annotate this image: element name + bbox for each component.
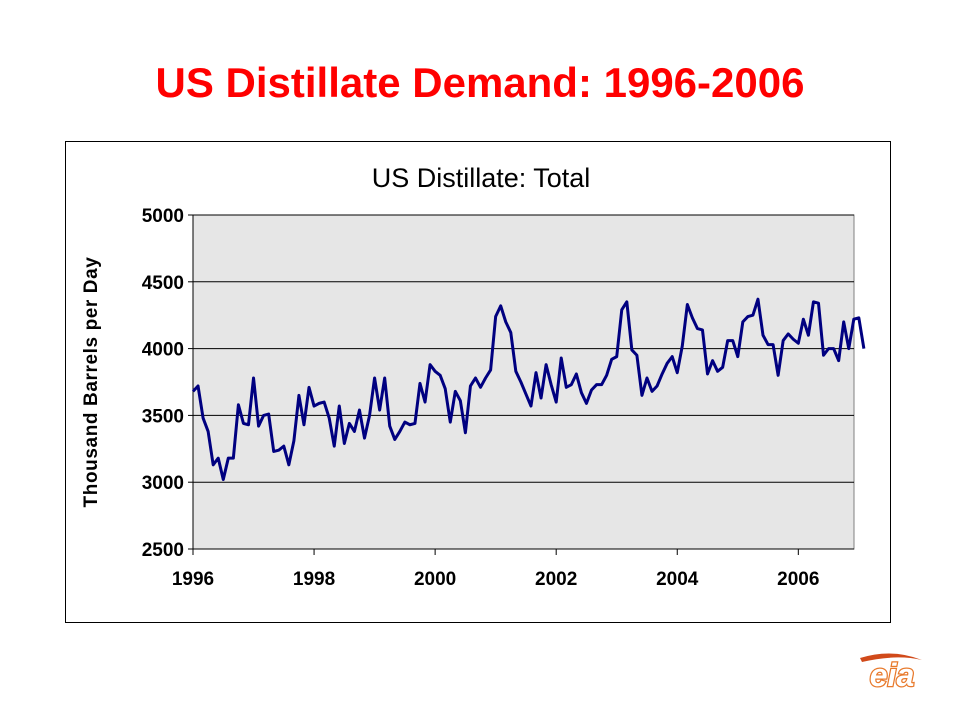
chart-title: US Distillate: Total bbox=[372, 163, 591, 193]
y-axis-label: Thousand Barrels per Day bbox=[81, 257, 102, 508]
plot-area bbox=[192, 214, 855, 550]
x-tick-label: 2004 bbox=[656, 569, 699, 590]
x-tick-label: 2002 bbox=[535, 569, 577, 590]
x-tick-label: 1998 bbox=[293, 569, 335, 590]
eia-logo: eia bbox=[860, 653, 922, 694]
x-tick-label: 2000 bbox=[414, 569, 456, 590]
x-tick-label: 1996 bbox=[172, 569, 214, 590]
slide-title: US Distillate Demand: 1996-2006 bbox=[155, 59, 805, 106]
y-tick-label: 4000 bbox=[142, 340, 184, 361]
y-tick-label: 3000 bbox=[142, 473, 184, 494]
logo-text: eia bbox=[870, 657, 914, 693]
chart-frame: US Distillate: Total Thousand Barrels pe… bbox=[65, 141, 891, 623]
x-tick-label: 2006 bbox=[777, 569, 819, 590]
line-chart: US Distillate: Total Thousand Barrels pe… bbox=[81, 163, 866, 590]
series-line bbox=[191, 297, 866, 482]
logo-swoosh bbox=[860, 653, 922, 662]
y-tick-label: 4500 bbox=[142, 273, 184, 294]
y-tick-label: 2500 bbox=[142, 540, 184, 561]
y-tick-label: 5000 bbox=[142, 206, 184, 227]
y-tick-label: 3500 bbox=[142, 406, 184, 427]
